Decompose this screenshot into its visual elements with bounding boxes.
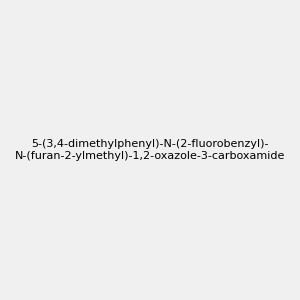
- Text: 5-(3,4-dimethylphenyl)-N-(2-fluorobenzyl)-
N-(furan-2-ylmethyl)-1,2-oxazole-3-ca: 5-(3,4-dimethylphenyl)-N-(2-fluorobenzyl…: [15, 139, 285, 161]
